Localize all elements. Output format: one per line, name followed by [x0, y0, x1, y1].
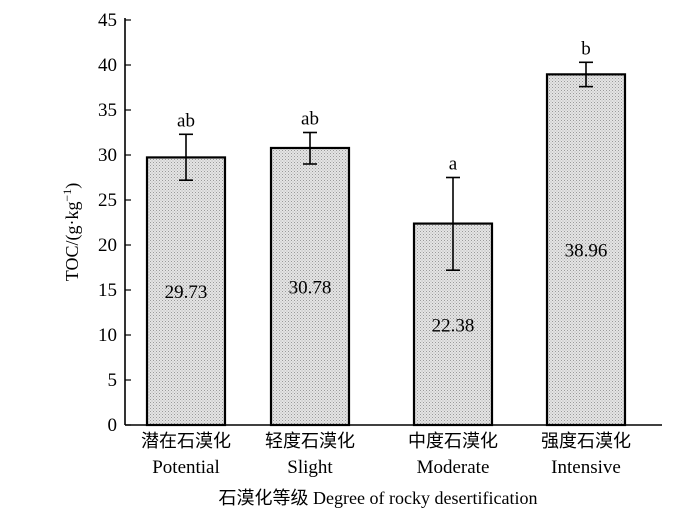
x-tick-label-en: Potential	[152, 457, 220, 478]
x-tick-label-en: Slight	[287, 457, 333, 478]
bars-layer	[145, 73, 627, 427]
y-tick-label: 15	[98, 280, 117, 301]
y-tick-label: 10	[98, 325, 117, 346]
bar-value-label: 38.96	[565, 241, 608, 262]
bar-potential	[145, 156, 227, 427]
x-tick-label-cn: 潜在石漠化	[141, 431, 231, 452]
labels-layer: 29.73ab潜在石漠化Potential30.78ab轻度石漠化Slight2…	[141, 38, 631, 478]
y-axis-title-close: )	[62, 183, 83, 189]
significance-label: b	[581, 38, 591, 59]
y-axis-title-superscript: −1	[60, 189, 74, 202]
y-axis-title: TOC/(g·kg−1)	[60, 183, 83, 281]
y-tick-label: 20	[98, 235, 117, 256]
bar-slight	[269, 146, 351, 427]
y-tick-label: 30	[98, 145, 117, 166]
x-tick-label-cn: 轻度石漠化	[265, 431, 355, 452]
y-tick-label: 0	[108, 415, 118, 436]
y-tick-label: 45	[98, 10, 117, 31]
x-tick-label-en: Moderate	[417, 457, 490, 478]
significance-label: a	[449, 154, 458, 175]
x-tick-label-cn: 中度石漠化	[408, 431, 498, 452]
bar-value-label: 29.73	[165, 282, 208, 303]
significance-label: ab	[177, 110, 195, 131]
error-bars-layer	[179, 61, 593, 272]
bar-intensive	[545, 73, 627, 427]
bar-value-label: 30.78	[289, 277, 332, 298]
x-axis-title: 石漠化等级 Degree of rocky desertification	[219, 488, 538, 508]
y-tick-label: 25	[98, 190, 117, 211]
y-tick-label: 35	[98, 100, 117, 121]
x-tick-label-cn: 强度石漠化	[541, 431, 631, 452]
axes-layer: 0 5 10 15 20 25 30 35 40 45	[98, 10, 662, 436]
significance-label: ab	[301, 109, 319, 130]
x-tick-label-en: Intensive	[551, 457, 621, 478]
y-tick-label: 40	[98, 55, 117, 76]
y-axis-title-main: TOC/(g·kg	[62, 202, 83, 282]
y-tick-label: 5	[108, 370, 118, 391]
bar-value-label: 22.38	[432, 315, 475, 336]
